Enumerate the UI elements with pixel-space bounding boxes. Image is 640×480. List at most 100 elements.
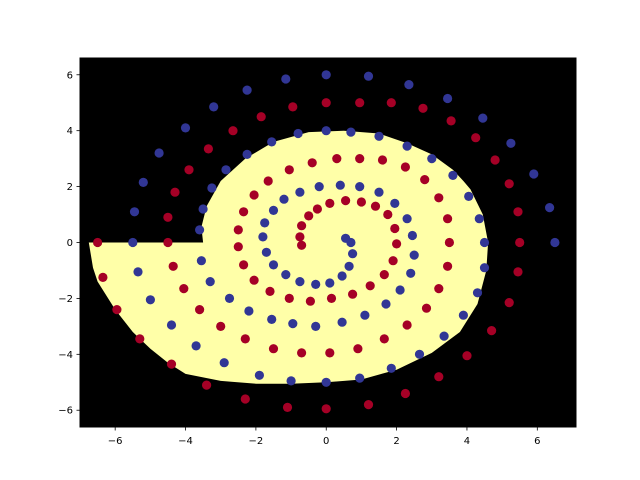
- scatter-point: [386, 98, 396, 108]
- scatter-point: [444, 237, 454, 248]
- scatter-point: [379, 334, 389, 344]
- scatter-point: [198, 204, 208, 214]
- scatter-point: [464, 191, 474, 201]
- scatter-point: [356, 197, 366, 207]
- scatter-point: [390, 223, 400, 234]
- scatter-point: [344, 261, 354, 271]
- scatter-point: [404, 80, 414, 90]
- scatter-point: [353, 344, 363, 354]
- scatter-point: [128, 237, 138, 248]
- scatter-point: [240, 394, 250, 404]
- scatter-point: [348, 249, 358, 259]
- scatter-point: [383, 209, 393, 220]
- scatter-point: [195, 225, 205, 235]
- scatter-point: [228, 126, 238, 136]
- x-tick-label: 6: [534, 436, 540, 447]
- scatter-point: [163, 212, 173, 222]
- scatter-point: [390, 198, 400, 208]
- scatter-point: [321, 98, 331, 108]
- scatter-point: [365, 281, 375, 291]
- scatter-point: [462, 351, 472, 361]
- y-tick-label: −6: [58, 406, 73, 417]
- scatter-point: [242, 85, 252, 95]
- scatter-point: [288, 102, 298, 112]
- scatter-point: [443, 93, 453, 104]
- scatter-point: [293, 128, 303, 139]
- x-tick-label: −6: [108, 436, 123, 447]
- scatter-point: [337, 317, 347, 327]
- scatter-point: [355, 373, 365, 383]
- scatter-point: [395, 285, 405, 295]
- scatter-point: [233, 225, 243, 235]
- scatter-point: [479, 237, 490, 248]
- scatter-point: [515, 237, 525, 248]
- scatter-point: [184, 165, 194, 175]
- scatter-point: [297, 348, 307, 358]
- scatter-point: [219, 358, 229, 368]
- scatter-point: [346, 127, 356, 137]
- data-points: [93, 70, 560, 414]
- scatter-point: [240, 334, 250, 344]
- scatter-point: [427, 154, 437, 164]
- scatter-point: [550, 237, 560, 248]
- scatter-point: [281, 74, 291, 84]
- scatter-point: [321, 404, 331, 414]
- scatter-point: [286, 376, 296, 386]
- scatter-point: [434, 372, 444, 382]
- scatter-point: [112, 305, 122, 315]
- scatter-point: [321, 70, 331, 80]
- scatter-point: [471, 133, 481, 143]
- scatter-point: [326, 293, 337, 303]
- scatter-point: [506, 138, 516, 148]
- scatter-point: [205, 277, 215, 287]
- scatter-point: [414, 349, 425, 359]
- scatter-point: [135, 334, 145, 344]
- scatter-point: [268, 344, 279, 354]
- scatter-point: [381, 299, 391, 309]
- scatter-point: [314, 182, 324, 192]
- scatter-point: [474, 214, 484, 224]
- y-tick-label: −4: [58, 350, 73, 361]
- scatter-point: [490, 155, 500, 165]
- scatter-point: [409, 250, 419, 260]
- scatter-point: [145, 295, 155, 305]
- scatter-point: [407, 230, 417, 241]
- scatter-point: [202, 380, 212, 390]
- scatter-point: [504, 298, 514, 308]
- scatter-point: [448, 170, 458, 180]
- scatter-point: [224, 293, 235, 303]
- scatter-point: [332, 154, 342, 164]
- scatter-point: [295, 277, 305, 287]
- scatter-point: [504, 179, 514, 189]
- scatter-point: [249, 190, 259, 200]
- scatter-point: [321, 126, 331, 136]
- scatter-point: [93, 237, 103, 248]
- scatter-point: [341, 233, 351, 243]
- scatter-point: [400, 162, 410, 172]
- scatter-point: [267, 314, 277, 324]
- scatter-point: [325, 348, 335, 358]
- scatter-point: [370, 201, 381, 211]
- x-tick-label: 4: [464, 436, 470, 447]
- scatter-point: [282, 402, 293, 412]
- scatter-point: [216, 321, 226, 331]
- scatter-point: [221, 165, 231, 175]
- scatter-point: [374, 187, 384, 197]
- scatter-point: [355, 154, 365, 164]
- y-tick-label: 6: [67, 70, 73, 81]
- scatter-point: [478, 113, 488, 123]
- scatter-point: [304, 211, 314, 221]
- x-tick-label: 2: [393, 436, 399, 447]
- scatter-point: [363, 400, 374, 410]
- scatter-point: [400, 388, 410, 399]
- scatter-point: [487, 326, 497, 336]
- scatter-point: [168, 261, 178, 271]
- scatter-point: [284, 293, 294, 303]
- scatter-point: [406, 268, 416, 278]
- x-axis: −6 −4 −2 0 2 4 6: [108, 427, 540, 447]
- y-tick-label: 4: [67, 126, 73, 137]
- scatter-point: [479, 263, 490, 273]
- scatter-point: [138, 177, 148, 187]
- scatter-point: [402, 214, 412, 224]
